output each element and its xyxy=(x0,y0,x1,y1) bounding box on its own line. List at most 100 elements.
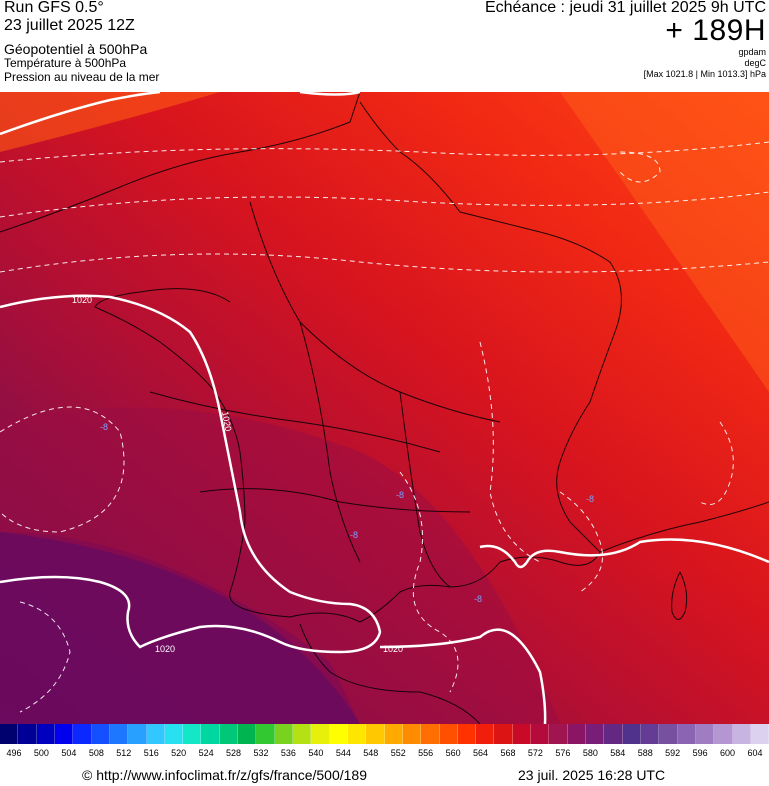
isobar-west xyxy=(0,294,382,654)
scale-tick-label: 588 xyxy=(637,748,653,758)
scale-tick-label: 552 xyxy=(390,748,406,758)
scale-tick-label: 512 xyxy=(116,748,132,758)
scale-cell xyxy=(586,724,605,744)
scale-cell xyxy=(494,724,513,744)
scale-cell xyxy=(183,724,202,744)
isobars xyxy=(0,92,769,724)
scale-cell xyxy=(439,724,458,744)
temp-label: -8 xyxy=(350,530,358,540)
temperature-isolines xyxy=(0,141,769,713)
scale-cell xyxy=(238,724,257,744)
scale-tick-label: 584 xyxy=(610,748,626,758)
map-title: Géopotentiel à 500hPa xyxy=(4,41,148,57)
header-right: Echéance : jeudi 31 juillet 2025 9h UTC … xyxy=(485,0,766,79)
unit-temperature: degC xyxy=(744,58,766,68)
scale-cell xyxy=(347,724,367,744)
temp-label: -8 xyxy=(396,490,404,500)
scale-cell xyxy=(750,724,769,744)
scale-tick-label: 504 xyxy=(61,748,77,758)
scale-tick-label: 560 xyxy=(445,748,461,758)
scale-cell xyxy=(714,724,733,744)
scale-tick-label: 500 xyxy=(33,748,49,758)
scale-cell xyxy=(695,724,715,744)
scale-cell xyxy=(36,724,55,744)
scale-tick-label: 604 xyxy=(747,748,763,758)
scale-tick-label: 532 xyxy=(253,748,269,758)
scale-cell xyxy=(512,724,532,744)
scale-cell xyxy=(146,724,165,744)
scale-tick-label: 496 xyxy=(6,748,22,758)
scale-tick-label: 556 xyxy=(418,748,434,758)
isobar-mid xyxy=(299,92,361,96)
isobar-label: 1020 xyxy=(220,411,233,432)
isobar-label: 1020 xyxy=(72,295,92,305)
scale-cell xyxy=(531,724,550,744)
scale-cell xyxy=(73,724,92,744)
scale-cell xyxy=(402,724,422,744)
isobar-label: 1020 xyxy=(155,644,175,654)
run-label: Run GFS 0.5° xyxy=(4,0,104,16)
scale-cell xyxy=(91,724,110,744)
scale-tick-label: 596 xyxy=(692,748,708,758)
temp-label: -8 xyxy=(100,422,108,432)
scale-cell xyxy=(274,724,293,744)
temp-label: -8 xyxy=(474,594,482,604)
scale-cell xyxy=(256,724,275,744)
scale-cell xyxy=(219,724,239,744)
scale-cell xyxy=(109,724,129,744)
scale-tick-label: 544 xyxy=(335,748,351,758)
weather-map[interactable]: 1020 1020 1020 1020 -8 -8 -8 -8 -8 xyxy=(0,92,769,724)
scale-tick-label: 520 xyxy=(171,748,187,758)
scale-tick-label: 600 xyxy=(720,748,736,758)
lead-time: + 189H xyxy=(665,14,766,47)
scale-cell xyxy=(677,724,696,744)
scale-tick-label: 564 xyxy=(473,748,489,758)
run-date: 23 juillet 2025 12Z xyxy=(4,17,135,34)
subtitle-temperature: Température à 500hPa xyxy=(4,56,127,70)
isobar-east xyxy=(479,538,769,569)
scale-cell xyxy=(164,724,184,744)
scale-tick-label: 576 xyxy=(555,748,571,758)
scale-cell xyxy=(549,724,568,744)
scale-cell xyxy=(366,724,385,744)
scale-cell xyxy=(622,724,641,744)
scale-tick-label: 548 xyxy=(363,748,379,758)
isobar-south xyxy=(379,628,547,724)
scale-cell xyxy=(311,724,330,744)
scale-cell xyxy=(384,724,403,744)
unit-geopotential: gpdam xyxy=(738,47,766,57)
scale-cell xyxy=(476,724,495,744)
scale-tick-label: 568 xyxy=(500,748,516,758)
isobar-upper xyxy=(0,92,161,136)
scale-tick-label: 540 xyxy=(308,748,324,758)
color-scale-ticks: 496 500 504 508 512 516 520 524 528 532 536 540 544 5… xyxy=(0,748,769,762)
scale-cell xyxy=(201,724,220,744)
temperature-labels: -8 -8 -8 -8 -8 xyxy=(100,422,594,604)
scale-cell xyxy=(421,724,440,744)
scale-cell xyxy=(54,724,74,744)
scale-cell xyxy=(640,724,660,744)
scale-cell xyxy=(659,724,678,744)
scale-tick-label: 508 xyxy=(88,748,104,758)
isobar-label: 1020 xyxy=(383,644,403,654)
pressure-range: [Max 1021.8 | Min 1013.3] hPa xyxy=(643,69,766,79)
scale-tick-label: 536 xyxy=(280,748,296,758)
scale-cell xyxy=(604,724,623,744)
source-url[interactable]: © http://www.infoclimat.fr/z/gfs/france/… xyxy=(82,767,367,783)
scale-cell xyxy=(732,724,751,744)
color-scale xyxy=(0,724,769,744)
scale-tick-label: 528 xyxy=(226,748,242,758)
echeance-label: Echéance : jeudi 31 juillet 2025 9h UTC xyxy=(484,0,766,16)
scale-tick-label: 592 xyxy=(665,748,681,758)
temp-label: -8 xyxy=(586,494,594,504)
header-left: Run GFS 0.5° 23 juillet 2025 12Z Géopote… xyxy=(4,0,159,83)
scale-cell xyxy=(329,724,348,744)
scale-cell xyxy=(0,724,19,744)
map-svg: 1020 1020 1020 1020 -8 -8 -8 -8 -8 xyxy=(0,92,769,724)
scale-cell xyxy=(18,724,37,744)
generated-timestamp: 23 juil. 2025 16:28 UTC xyxy=(518,767,666,783)
scale-cell xyxy=(567,724,586,744)
scale-cell xyxy=(128,724,147,744)
scale-tick-label: 580 xyxy=(582,748,598,758)
scale-cell xyxy=(457,724,477,744)
